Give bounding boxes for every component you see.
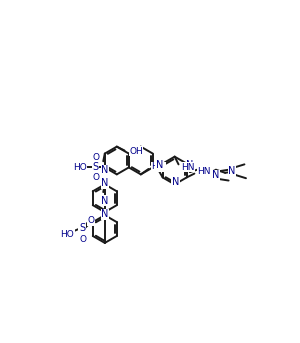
Text: N: N: [156, 160, 163, 170]
Text: N: N: [101, 178, 109, 188]
Text: HN: HN: [152, 162, 165, 171]
Text: S: S: [79, 223, 85, 233]
Text: HO: HO: [61, 230, 74, 239]
Text: HN: HN: [197, 167, 211, 176]
Text: N: N: [212, 170, 219, 180]
Text: O: O: [92, 153, 99, 162]
Text: OH: OH: [129, 147, 143, 156]
Text: HO: HO: [73, 163, 87, 172]
Text: N: N: [101, 165, 109, 175]
Text: N: N: [172, 177, 179, 187]
Text: N: N: [101, 209, 109, 219]
Text: N: N: [101, 196, 109, 206]
Text: O: O: [79, 235, 86, 244]
Text: O: O: [88, 216, 95, 225]
Text: HN: HN: [181, 163, 194, 172]
Text: N: N: [186, 160, 194, 170]
Text: O: O: [92, 173, 99, 182]
Text: S: S: [92, 163, 99, 173]
Text: N: N: [228, 166, 236, 176]
